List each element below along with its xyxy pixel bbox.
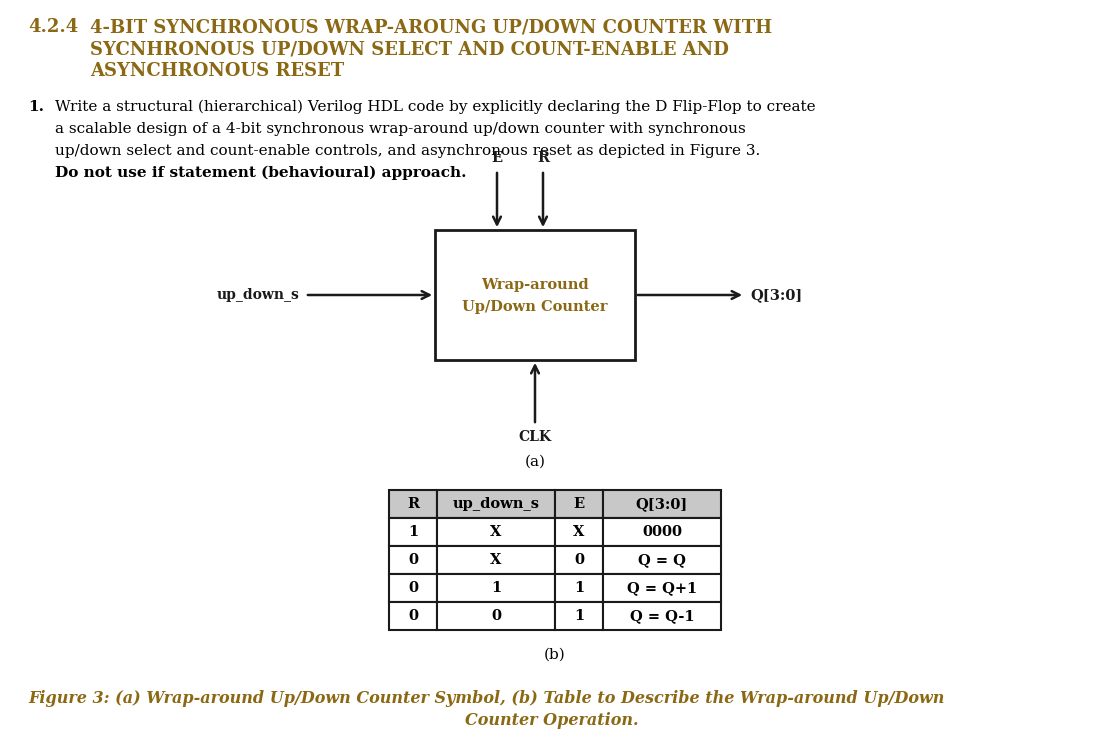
Text: X: X [573,525,585,539]
Bar [555,602,603,630]
Bar [435,230,635,360]
Text: ASYNCHRONOUS RESET: ASYNCHRONOUS RESET [90,62,344,80]
Bar [603,546,720,574]
Text: Do not use if statement (behavioural) approach.: Do not use if statement (behavioural) ap… [55,166,466,181]
Text: CLK: CLK [518,430,551,444]
Text: 1: 1 [408,525,418,539]
Bar [389,490,436,518]
Text: 0: 0 [408,581,418,595]
Text: 0: 0 [408,553,418,567]
Text: Write a structural (hierarchical) Verilog HDL code by explicitly declaring the D: Write a structural (hierarchical) Verilo… [55,100,815,114]
Text: Counter Operation.: Counter Operation. [465,712,639,729]
Bar [555,490,603,518]
Text: 1: 1 [573,581,585,595]
Text: SYCNHRONOUS UP/DOWN SELECT AND COUNT-ENABLE AND: SYCNHRONOUS UP/DOWN SELECT AND COUNT-ENA… [90,40,729,58]
Bar [389,574,436,602]
Text: Up/Down Counter: Up/Down Counter [462,300,608,314]
Text: X: X [491,553,502,567]
Text: 0: 0 [408,609,418,623]
Bar [436,518,555,546]
Bar [389,518,436,546]
Text: E: E [492,151,503,165]
Text: Figure 3: (a) Wrap-around Up/Down Counter Symbol, (b) Table to Describe the Wrap: Figure 3: (a) Wrap-around Up/Down Counte… [28,690,945,707]
Text: Q = Q: Q = Q [638,553,686,567]
Bar [603,490,720,518]
Text: X: X [491,525,502,539]
Text: 1: 1 [573,609,585,623]
Bar [436,546,555,574]
Text: Q = Q-1: Q = Q-1 [630,609,694,623]
Bar [555,518,603,546]
Bar [436,490,555,518]
Bar [603,518,720,546]
Text: Q[3:0]: Q[3:0] [635,497,688,511]
Text: R: R [537,151,549,165]
Text: 0000: 0000 [642,525,682,539]
Bar [436,574,555,602]
Text: Q[3:0]: Q[3:0] [750,288,802,302]
Text: 1: 1 [491,581,502,595]
Bar [389,602,436,630]
Text: 1.: 1. [28,100,44,114]
Text: (a): (a) [525,455,546,469]
Bar [555,546,603,574]
Text: 0: 0 [491,609,501,623]
Bar [555,574,603,602]
Bar [389,546,436,574]
Text: (b): (b) [544,648,566,662]
Text: up/down select and count-enable controls, and asynchronous reset as depicted in : up/down select and count-enable controls… [55,144,765,158]
Text: E: E [573,497,585,511]
Bar [603,602,720,630]
Text: a scalable design of a 4-bit synchronous wrap-around up/down counter with synchr: a scalable design of a 4-bit synchronous… [55,122,746,136]
Text: Q = Q+1: Q = Q+1 [627,581,697,595]
Text: up_down_s: up_down_s [217,288,299,302]
Text: 0: 0 [573,553,585,567]
Text: 4-BIT SYNCHRONOUS WRAP-AROUNG UP/DOWN COUNTER WITH: 4-BIT SYNCHRONOUS WRAP-AROUNG UP/DOWN CO… [90,18,772,36]
Text: R: R [407,497,419,511]
Text: 4.2.4: 4.2.4 [28,18,78,36]
Text: up_down_s: up_down_s [453,497,539,511]
Bar [436,602,555,630]
Text: Wrap-around: Wrap-around [481,278,589,292]
Bar [603,574,720,602]
